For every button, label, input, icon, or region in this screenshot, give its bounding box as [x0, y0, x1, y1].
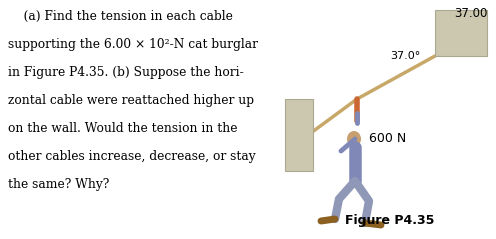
Text: the same? Why?: the same? Why?	[8, 178, 110, 191]
Text: supporting the 6.00 × 10²-N cat burglar: supporting the 6.00 × 10²-N cat burglar	[8, 38, 258, 51]
Text: other cables increase, decrease, or stay: other cables increase, decrease, or stay	[8, 150, 255, 163]
Text: (a) Find the tension in each cable: (a) Find the tension in each cable	[8, 10, 233, 23]
Text: on the wall. Would the tension in the: on the wall. Would the tension in the	[8, 122, 238, 135]
Text: 37.00: 37.00	[455, 7, 488, 20]
Text: zontal cable were reattached higher up: zontal cable were reattached higher up	[8, 94, 254, 107]
FancyBboxPatch shape	[435, 10, 487, 56]
FancyBboxPatch shape	[285, 99, 313, 171]
Text: 600 N: 600 N	[369, 132, 406, 146]
Ellipse shape	[347, 131, 361, 147]
Text: in Figure P4.35. (b) Suppose the hori-: in Figure P4.35. (b) Suppose the hori-	[8, 66, 244, 79]
Text: Figure P4.35: Figure P4.35	[345, 214, 434, 227]
Text: 37.0°: 37.0°	[390, 51, 420, 61]
